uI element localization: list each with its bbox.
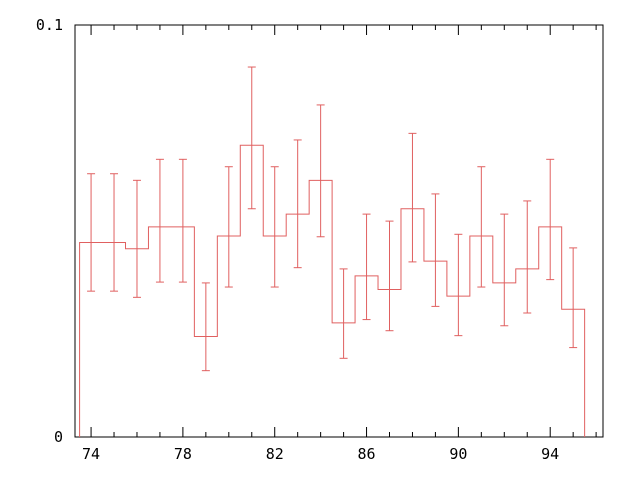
histogram-series xyxy=(79,144,586,437)
x-tick-label: 74 xyxy=(82,445,100,463)
x-tick-label: 78 xyxy=(174,445,192,463)
axis-ticks xyxy=(90,25,597,437)
plot-frame xyxy=(74,24,604,438)
x-tick-label: 82 xyxy=(266,445,284,463)
x-tick-label: 90 xyxy=(449,445,467,463)
y-tick-label: 0.1 xyxy=(36,16,63,34)
histogram-step-line xyxy=(79,144,586,437)
x-tick-label: 94 xyxy=(541,445,559,463)
x-tick-label: 86 xyxy=(358,445,376,463)
y-tick-label: 0 xyxy=(54,428,63,446)
tick-labels: 74 78 82 86 90 94 0 0.1 xyxy=(36,16,559,463)
error-bars xyxy=(87,66,578,372)
